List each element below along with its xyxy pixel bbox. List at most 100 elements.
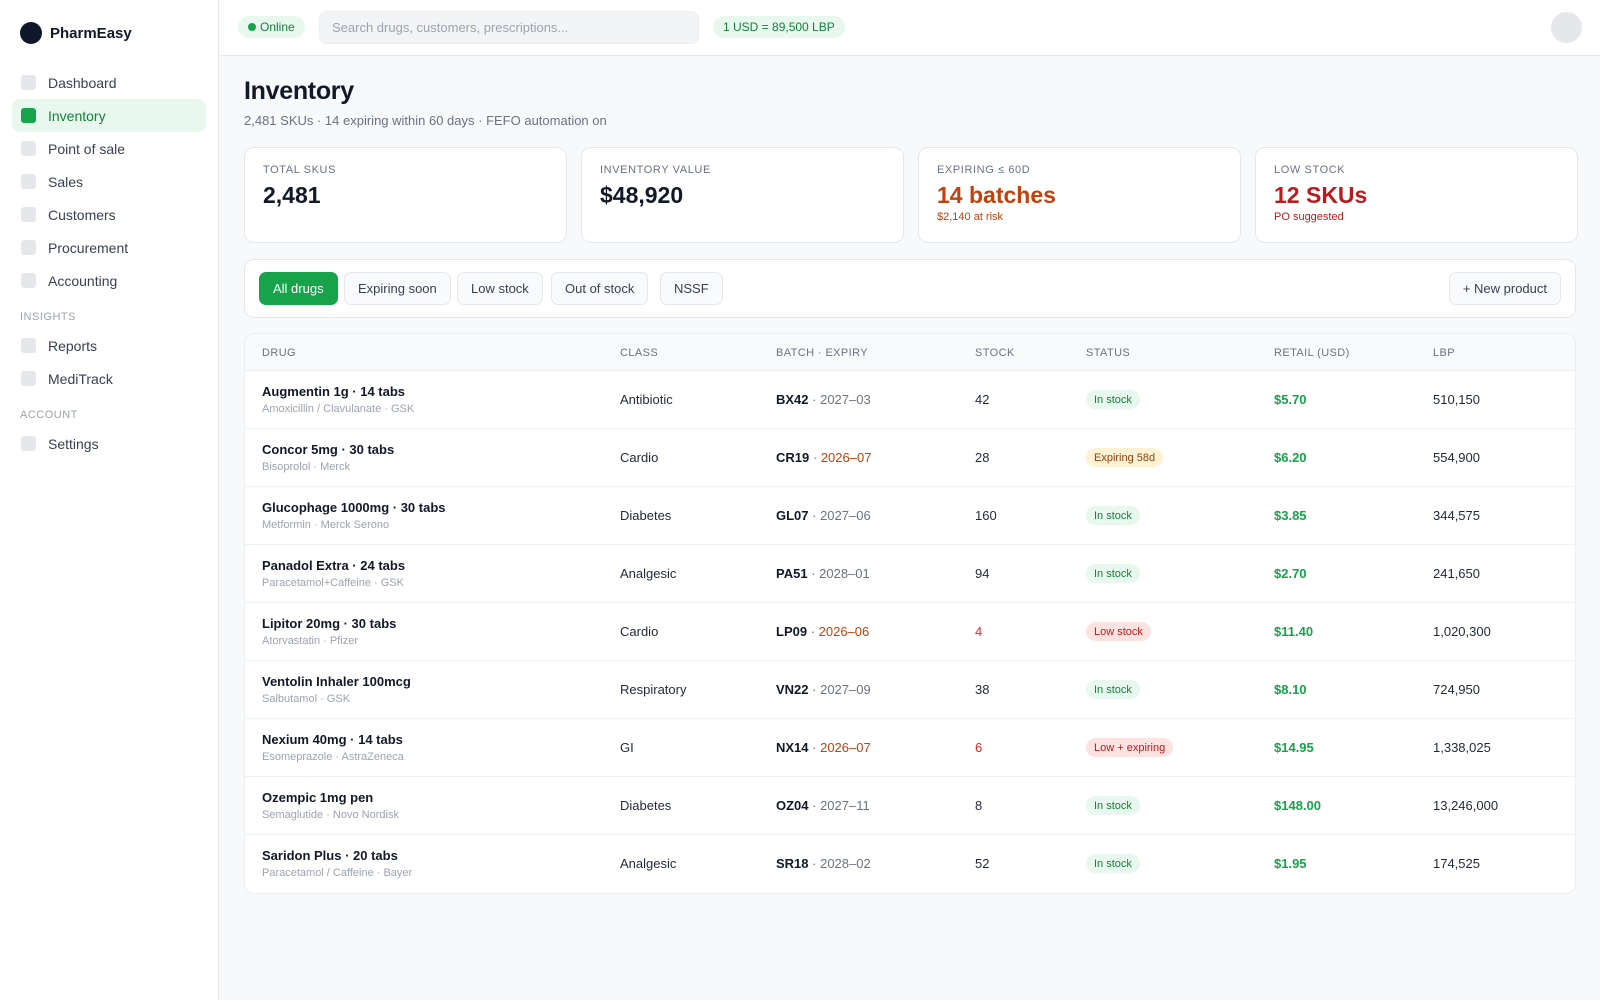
drug-name[interactable]: Nexium 40mg · 14 tabs <box>262 732 403 747</box>
table-row[interactable]: Ozempic 1mg pen Semaglutide · Novo Nordis… <box>245 777 1575 835</box>
th-lbp[interactable]: LBP <box>1433 347 1455 359</box>
brand-logo-icon <box>20 22 42 44</box>
stock-count: 6 <box>975 740 983 755</box>
expiry-date: 2026–07 <box>820 450 872 465</box>
kpi-card-expiring-60d: EXPIRING ≤ 60D 14 batches $2,140 at risk <box>918 147 1241 243</box>
stock-count: 8 <box>975 798 983 813</box>
drug-name[interactable]: Augmentin 1g · 14 tabs <box>262 384 406 399</box>
drug-name[interactable]: Panadol Extra · 24 tabs <box>262 558 406 573</box>
drug-class: GI <box>620 740 634 755</box>
th-batch-expiry[interactable]: BATCH · EXPIRY <box>776 347 868 359</box>
topbar: Online 1 USD = 89,500 LBP <box>220 0 1600 56</box>
sidebar-item-accounting[interactable]: Accounting <box>12 264 206 297</box>
kpi-value: 12 SKUs <box>1274 182 1368 208</box>
table-row[interactable]: Saridon Plus · 20 tabs Paracetamol / Caff… <box>245 835 1575 893</box>
search-input[interactable] <box>319 11 699 44</box>
table-row[interactable]: Augmentin 1g · 14 tabs Amoxicillin / Clav… <box>245 371 1575 429</box>
drug-name[interactable]: Lipitor 20mg · 30 tabs <box>262 616 397 631</box>
drug-generic: Semaglutide · Novo Nordisk <box>262 809 399 821</box>
drug-name[interactable]: Saridon Plus · 20 tabs <box>262 848 398 863</box>
th-stock[interactable]: STOCK <box>975 347 1015 359</box>
kpi-note: PO suggested <box>1274 211 1344 223</box>
retail-price-usd: $8.10 <box>1274 682 1307 697</box>
batch-separator: · <box>807 624 819 639</box>
table-row[interactable]: Ventolin Inhaler 100mcg Salbutamol · GSK R… <box>245 661 1575 719</box>
stock-count: 52 <box>975 856 990 871</box>
drug-name[interactable]: Ozempic 1mg pen <box>262 790 374 805</box>
sidebar-item-dashboard[interactable]: Dashboard <box>12 66 206 99</box>
price-lbp: 1,338,025 <box>1433 740 1491 755</box>
sidebar-item-sales[interactable]: Sales <box>12 165 206 198</box>
status-badge: In stock <box>1086 680 1140 699</box>
retail-price-usd: $148.00 <box>1274 798 1321 813</box>
procurement-icon <box>21 240 36 255</box>
filter-chip-out-of-stock[interactable]: Out of stock <box>551 272 649 305</box>
page-title: Inventory <box>244 77 354 105</box>
status-badge: In stock <box>1086 564 1140 583</box>
stock-count: 160 <box>975 508 997 523</box>
price-lbp: 1,020,300 <box>1433 624 1491 639</box>
kpi-value: 2,481 <box>263 182 321 208</box>
table-row[interactable]: Lipitor 20mg · 30 tabs Atorvastatin · Pfi… <box>245 603 1575 661</box>
avatar[interactable] <box>1551 12 1582 43</box>
point-of-sale-icon <box>21 141 36 156</box>
kpi-label: EXPIRING ≤ 60D <box>937 164 1031 176</box>
batch-separator: · <box>807 566 820 581</box>
th-status[interactable]: STATUS <box>1086 347 1131 359</box>
th-class[interactable]: CLASS <box>620 347 659 359</box>
retail-price-usd: $6.20 <box>1274 450 1307 465</box>
brand[interactable]: PharmEasy <box>0 0 218 66</box>
batch-expiry: VN22 · 2027–09 <box>776 682 871 697</box>
drug-name[interactable]: Glucophage 1000mg · 30 tabs <box>262 500 446 515</box>
filter-chip-nssf[interactable]: NSSF <box>660 272 723 305</box>
sidebar-item-meditrack[interactable]: MediTrack <box>12 362 206 395</box>
new-product-button[interactable]: + New product <box>1448 272 1561 305</box>
filter-bar: All drugs Expiring soon Low stock Out of st… <box>244 259 1576 318</box>
batch-separator: · <box>808 508 821 523</box>
drug-generic: Bisoprolol · Merck <box>262 461 351 473</box>
price-lbp: 554,900 <box>1433 450 1480 465</box>
batch-code: LP09 <box>776 624 808 639</box>
drug-class: Analgesic <box>620 566 677 581</box>
drug-class: Diabetes <box>620 508 672 523</box>
sidebar-item-procurement[interactable]: Procurement <box>12 231 206 264</box>
sidebar-item-settings[interactable]: Settings <box>12 427 206 460</box>
filter-chip-low-stock[interactable]: Low stock <box>457 272 543 305</box>
filter-chip-all-drugs[interactable]: All drugs <box>259 272 338 305</box>
drug-generic: Paracetamol+Caffeine · GSK <box>262 577 404 589</box>
inventory-icon <box>21 108 36 123</box>
batch-separator: · <box>808 856 821 871</box>
drug-name[interactable]: Concor 5mg · 30 tabs <box>262 442 395 457</box>
batch-separator: · <box>808 798 821 813</box>
sidebar-item-inventory[interactable]: Inventory <box>12 99 206 132</box>
drug-name[interactable]: Ventolin Inhaler 100mcg <box>262 674 411 689</box>
stock-count: 42 <box>975 392 990 407</box>
batch-code: VN22 <box>776 682 809 697</box>
customers-icon <box>21 207 36 222</box>
table-row[interactable]: Panadol Extra · 24 tabs Paracetamol+Caffe… <box>245 545 1575 603</box>
sidebar-item-customers[interactable]: Customers <box>12 198 206 231</box>
stock-count: 38 <box>975 682 990 697</box>
batch-expiry: NX14 · 2026–07 <box>776 740 871 755</box>
table-row[interactable]: Concor 5mg · 30 tabs Bisoprolol · Merck Ca… <box>245 429 1575 487</box>
table-row[interactable]: Nexium 40mg · 14 tabs Esomeprazole · Astr… <box>245 719 1575 777</box>
price-lbp: 174,525 <box>1433 856 1480 871</box>
drug-generic: Amoxicillin / Clavulanate · GSK <box>262 403 415 415</box>
status-badge: Low stock <box>1086 622 1151 641</box>
sidebar-item-point-of-sale[interactable]: Point of sale <box>12 132 206 165</box>
kpi-value: 14 batches <box>937 182 1056 208</box>
batch-expiry: BX42 · 2027–03 <box>776 392 871 407</box>
stock-count: 4 <box>975 624 983 639</box>
th-retail-usd[interactable]: RETAIL (USD) <box>1274 347 1350 359</box>
nav-section-insights: INSIGHTS <box>20 311 76 323</box>
sidebar-item-label: Sales <box>48 173 84 190</box>
sidebar-item-reports[interactable]: Reports <box>12 329 206 362</box>
nav-section-account: ACCOUNT <box>20 409 78 421</box>
accounting-icon <box>21 273 36 288</box>
filter-chip-expiring-soon[interactable]: Expiring soon <box>344 272 451 305</box>
table-row[interactable]: Glucophage 1000mg · 30 tabs Metformin · M… <box>245 487 1575 545</box>
kpi-card-low-stock: LOW STOCK 12 SKUs PO suggested <box>1255 147 1578 243</box>
batch-separator: · <box>808 740 821 755</box>
drug-class: Cardio <box>620 450 659 465</box>
th-drug[interactable]: DRUG <box>262 347 296 359</box>
